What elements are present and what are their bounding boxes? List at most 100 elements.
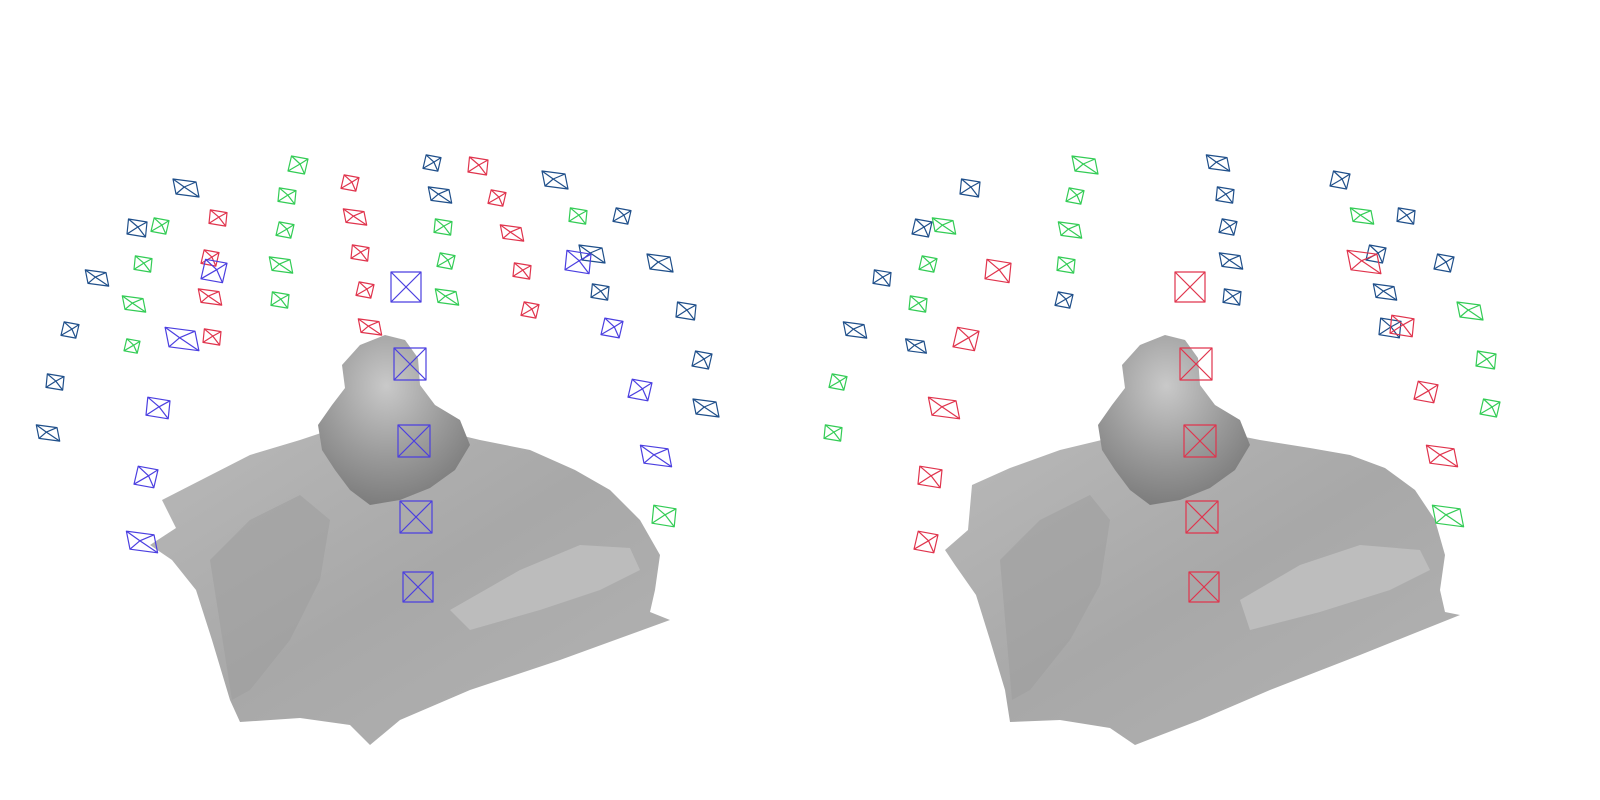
- camera-frustum: [1372, 283, 1398, 301]
- camera-frustum: [1188, 571, 1220, 603]
- camera-frustum: [578, 244, 606, 264]
- camera-frustum: [342, 208, 368, 226]
- camera-frustum: [913, 530, 939, 554]
- camera-frustum: [872, 269, 892, 287]
- camera-frustum: [1431, 504, 1465, 528]
- camera-frustum: [564, 249, 592, 275]
- object-figure: [318, 335, 470, 505]
- mesh-surface-left: [150, 335, 670, 745]
- camera-frustum: [1183, 424, 1217, 458]
- left-panel: [150, 335, 670, 745]
- camera-frustum: [627, 378, 653, 402]
- camera-frustum: [1475, 350, 1497, 370]
- camera-frustum: [1346, 249, 1382, 275]
- camera-frustum: [692, 398, 720, 418]
- camera-frustum: [123, 338, 141, 354]
- right-panel: [945, 335, 1460, 745]
- camera-frustum: [125, 530, 159, 554]
- camera-frustum: [952, 326, 980, 352]
- camera-frustum: [1218, 252, 1244, 270]
- camera-frustum: [434, 288, 460, 306]
- camera-frustum: [984, 258, 1012, 284]
- camera-frustum: [133, 465, 159, 489]
- mesh-shade: [1000, 495, 1110, 700]
- camera-frustum: [277, 187, 297, 205]
- camera-frustum: [590, 283, 610, 301]
- camera-frustum: [164, 326, 200, 352]
- camera-frustum: [133, 255, 153, 273]
- camera-frustum: [1433, 253, 1455, 273]
- camera-frustum: [1389, 314, 1415, 338]
- camera-frustum: [393, 347, 427, 381]
- camera-frustum: [918, 255, 938, 273]
- camera-frustum: [1413, 380, 1439, 404]
- camera-frustum: [1425, 444, 1459, 468]
- camera-frustum: [823, 424, 843, 442]
- camera-frustum: [512, 262, 532, 280]
- camera-frustum: [600, 317, 624, 339]
- camera-frustum: [433, 218, 453, 236]
- camera-frustum: [355, 281, 375, 299]
- camera-frustum: [568, 207, 588, 225]
- camera-frustum: [541, 170, 569, 190]
- camera-frustum: [917, 465, 943, 489]
- camera-frustum: [908, 295, 928, 313]
- camera-frustum: [287, 155, 309, 175]
- camera-frustum: [691, 350, 713, 370]
- camera-frustum: [487, 189, 507, 207]
- camera-frustum: [126, 218, 148, 238]
- camera-frustum: [121, 295, 147, 313]
- camera-frustum: [927, 396, 961, 420]
- camera-frustum: [1057, 221, 1083, 239]
- camera-frustum: [436, 252, 456, 270]
- camera-frustum: [200, 249, 220, 267]
- camera-frustum: [145, 396, 171, 420]
- camera-frustum: [397, 424, 431, 458]
- camera-frustum: [150, 217, 170, 235]
- camera-frustum: [1329, 170, 1351, 190]
- camera-frustum: [639, 444, 673, 468]
- camera-frustum: [651, 504, 677, 528]
- camera-frustum: [350, 244, 370, 262]
- camera-frustum: [1349, 207, 1375, 225]
- camera-frustum: [1222, 288, 1242, 306]
- camera-frustum: [1456, 301, 1484, 321]
- camera-frustum: [1071, 155, 1099, 175]
- camera-frustum: [612, 207, 632, 225]
- camera-frustum: [1215, 186, 1235, 204]
- camera-frustum: [172, 178, 200, 198]
- camera-frustum: [275, 221, 295, 239]
- camera-frustum: [1065, 187, 1085, 205]
- camera-frustum: [84, 269, 110, 287]
- camera-frustum: [520, 301, 540, 319]
- camera-frustum: [1185, 500, 1219, 534]
- camera-frustum: [931, 217, 957, 235]
- camera-frustum: [197, 288, 223, 306]
- object-figure: [1098, 335, 1250, 505]
- camera-frustum: [390, 271, 422, 303]
- camera-frustums: [35, 154, 1501, 603]
- mesh-surface-right: [945, 335, 1460, 745]
- camera-frustum: [427, 186, 453, 204]
- camera-frustum: [1056, 256, 1076, 274]
- camera-frustum: [270, 291, 290, 309]
- camera-frustum: [200, 258, 228, 284]
- camera-frustum: [675, 301, 697, 321]
- camera-frustum: [1218, 218, 1238, 236]
- camera-frustum: [1396, 207, 1416, 225]
- camera-frustum: [60, 321, 80, 339]
- camera-frustum: [1205, 154, 1231, 172]
- camera-frustum: [828, 373, 848, 391]
- camera-frustum: [1174, 271, 1206, 303]
- camera-frustum: [911, 218, 933, 238]
- camera-frustum: [340, 174, 360, 192]
- mesh-ridge: [450, 545, 640, 630]
- mesh-shade: [210, 495, 330, 700]
- camera-frustum: [1479, 398, 1501, 418]
- camera-frustum: [467, 156, 489, 176]
- camera-frustum: [399, 500, 433, 534]
- camera-frustum: [499, 224, 525, 242]
- camera-frustum: [208, 209, 228, 227]
- camera-frustum: [1054, 291, 1074, 309]
